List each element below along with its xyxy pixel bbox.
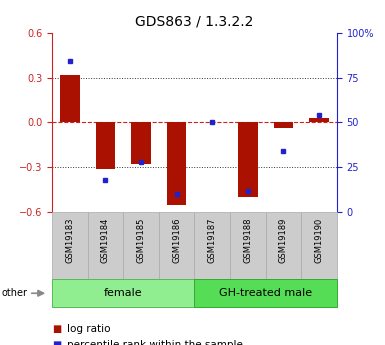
Bar bbox=[230, 212, 266, 279]
Text: GSM19189: GSM19189 bbox=[279, 218, 288, 263]
Bar bbox=[309, 118, 329, 122]
Bar bbox=[274, 122, 293, 128]
Text: GSM19183: GSM19183 bbox=[65, 218, 74, 263]
Text: GSM19185: GSM19185 bbox=[137, 218, 146, 263]
Text: GSM19186: GSM19186 bbox=[172, 218, 181, 263]
Text: percentile rank within the sample: percentile rank within the sample bbox=[67, 340, 243, 345]
Bar bbox=[159, 212, 194, 279]
Text: GSM19190: GSM19190 bbox=[315, 218, 323, 263]
Bar bbox=[95, 122, 115, 169]
Text: GSM19184: GSM19184 bbox=[101, 218, 110, 263]
Bar bbox=[194, 279, 337, 307]
Text: GSM19188: GSM19188 bbox=[243, 218, 252, 263]
Bar bbox=[167, 122, 186, 205]
Bar bbox=[266, 212, 301, 279]
Title: GDS863 / 1.3.2.2: GDS863 / 1.3.2.2 bbox=[135, 15, 254, 29]
Text: GH-treated male: GH-treated male bbox=[219, 288, 312, 298]
Bar bbox=[88, 212, 123, 279]
Text: GSM19187: GSM19187 bbox=[208, 218, 217, 263]
Bar bbox=[238, 122, 258, 197]
Bar bbox=[60, 75, 80, 122]
Text: ■: ■ bbox=[52, 325, 61, 334]
Bar bbox=[194, 212, 230, 279]
Bar bbox=[131, 122, 151, 164]
Text: female: female bbox=[104, 288, 142, 298]
Bar bbox=[52, 279, 194, 307]
Bar bbox=[301, 212, 337, 279]
Text: other: other bbox=[2, 288, 28, 298]
Text: ■: ■ bbox=[52, 340, 61, 345]
Text: log ratio: log ratio bbox=[67, 325, 111, 334]
Bar bbox=[123, 212, 159, 279]
Bar bbox=[52, 212, 88, 279]
